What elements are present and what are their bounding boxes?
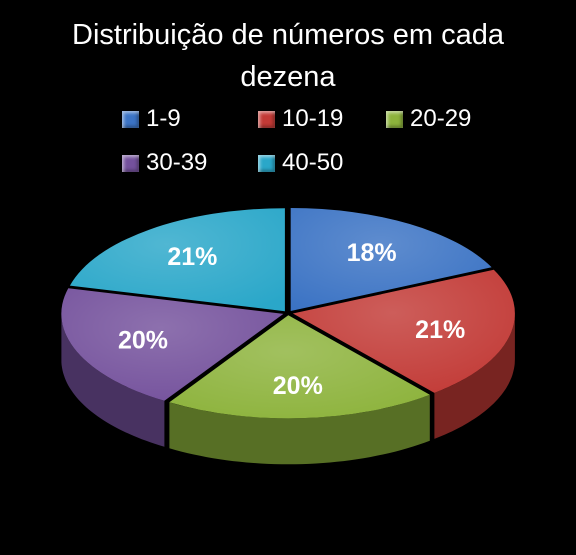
pie-tops — [61, 208, 515, 419]
pie-side-30-39 — [61, 313, 165, 447]
legend-item-30-39: 30-39 — [122, 146, 207, 180]
legend-label: 1-9 — [146, 105, 181, 132]
legend-swatch — [122, 110, 139, 128]
legend-label: 20-29 — [410, 105, 472, 132]
data-label-40-50: 21% — [167, 243, 217, 271]
pie-labels: 18% 21% 20% 20% 21% — [118, 239, 465, 400]
legend-item-1-9: 1-9 — [122, 102, 181, 136]
legend-item-10-19: 10-19 — [258, 102, 343, 136]
data-label-20-29: 20% — [273, 372, 323, 400]
legend-swatch — [122, 154, 139, 172]
legend-label: 40-50 — [282, 149, 344, 176]
pie-slice-shine — [69, 208, 285, 312]
legend-swatch — [258, 110, 275, 128]
pie-slice-shine — [169, 315, 430, 419]
pie-slice-shine — [292, 269, 515, 393]
legend-item-40-50: 40-50 — [258, 146, 343, 180]
data-label-10-19: 21% — [415, 316, 465, 344]
legend-label: 10-19 — [282, 105, 344, 132]
pie-sides — [61, 313, 515, 465]
pie-side-20-29 — [169, 394, 430, 465]
legend-swatch — [258, 154, 275, 172]
pie-side-10-19 — [434, 313, 515, 439]
data-label-1-9: 18% — [347, 239, 397, 267]
chart-title: Distribuição de números em cada dezena — [72, 19, 504, 93]
legend-item-20-29: 20-29 — [386, 102, 471, 136]
legend-label: 30-39 — [146, 149, 208, 176]
legend-swatch — [386, 110, 403, 128]
data-label-30-39: 20% — [118, 327, 168, 355]
pie-slice-shine — [61, 288, 284, 401]
pie-slice-shine — [290, 208, 492, 311]
